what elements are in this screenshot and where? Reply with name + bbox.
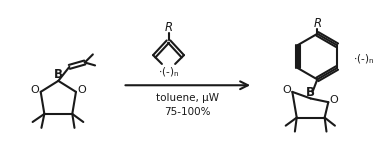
Text: 75-100%: 75-100% xyxy=(164,107,211,117)
Text: R: R xyxy=(164,21,173,34)
Text: B: B xyxy=(306,86,315,99)
Text: O: O xyxy=(31,85,39,95)
Text: toluene, μW: toluene, μW xyxy=(156,93,219,103)
Text: $\cdot$(-)$_\mathsf{n}$: $\cdot$(-)$_\mathsf{n}$ xyxy=(353,53,374,66)
Text: $\cdot$(-)$_\mathsf{n}$: $\cdot$(-)$_\mathsf{n}$ xyxy=(158,66,179,79)
Text: O: O xyxy=(330,95,339,105)
Text: R: R xyxy=(313,17,321,30)
Text: O: O xyxy=(282,85,291,95)
Text: B: B xyxy=(54,68,63,82)
Text: O: O xyxy=(77,85,86,95)
